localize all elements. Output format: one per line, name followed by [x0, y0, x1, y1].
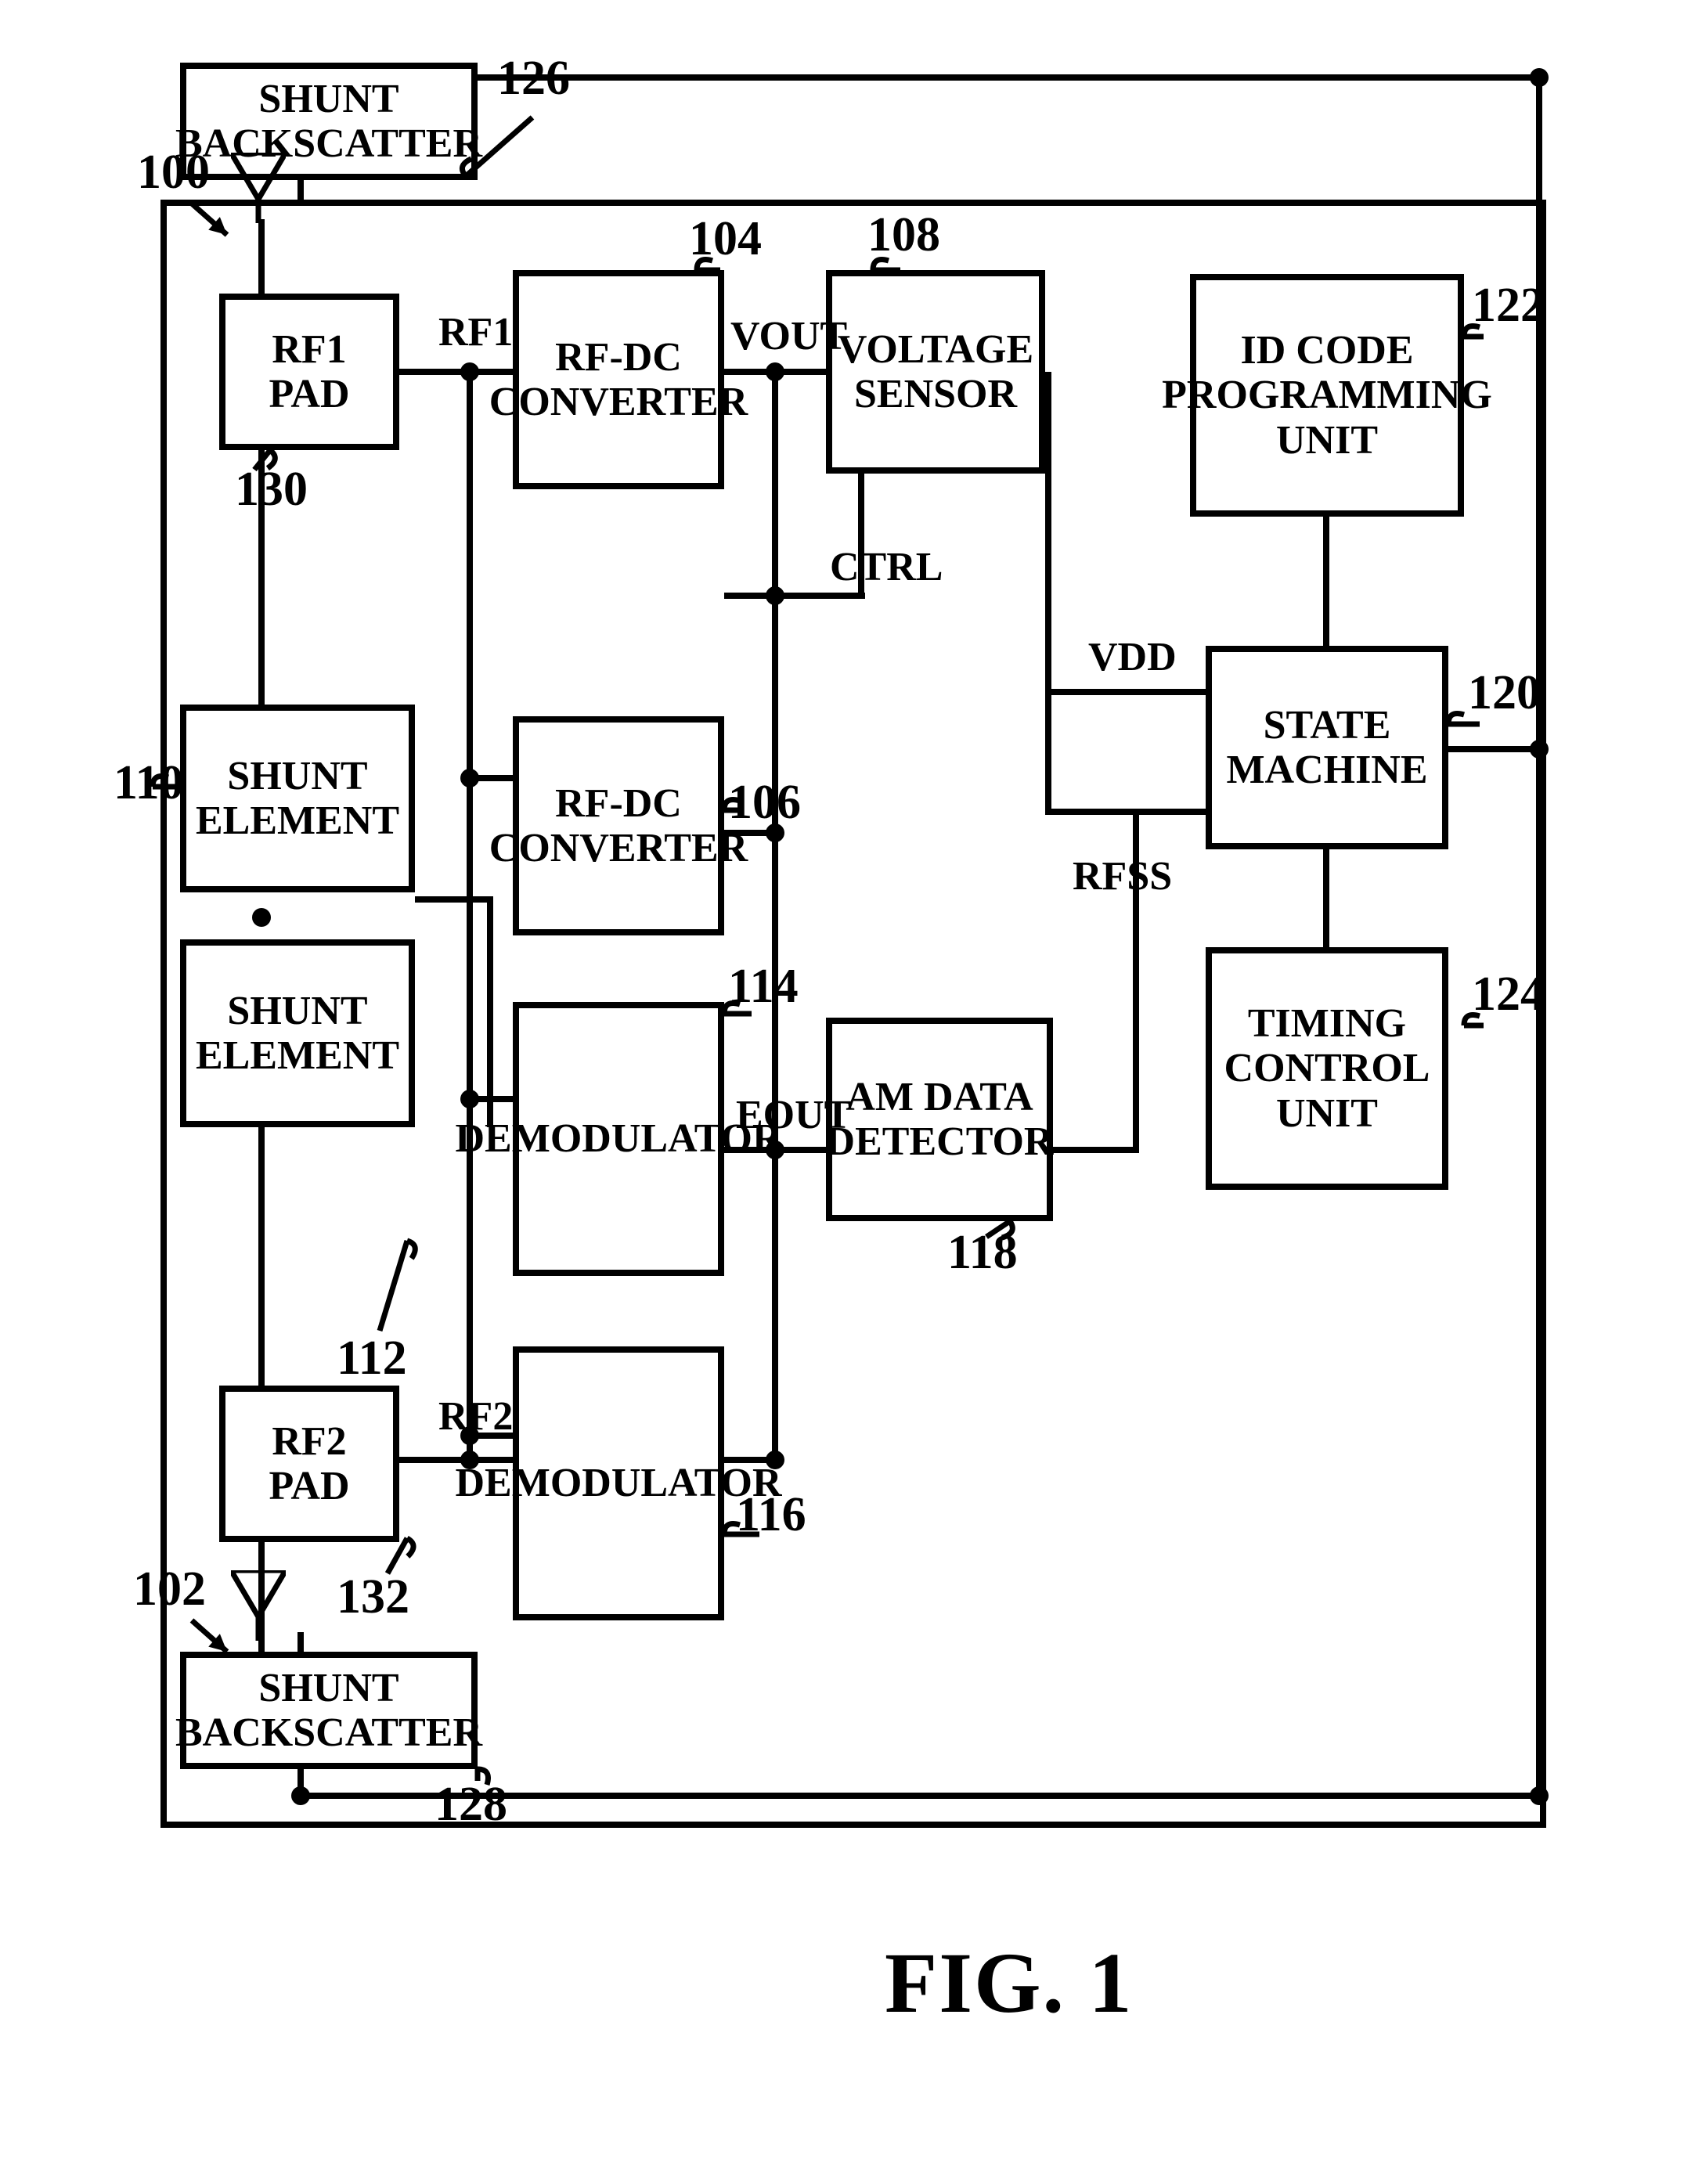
wire-h-4	[1045, 809, 1212, 815]
refnum-104: 104	[689, 211, 762, 267]
refnum-132: 132	[337, 1570, 409, 1625]
refnum-114: 114	[728, 959, 799, 1015]
refnum-122: 122	[1472, 278, 1545, 333]
signal-label-rf1: RF1	[438, 309, 513, 355]
junction-0	[460, 362, 479, 381]
block-voltage_sensor: VOLTAGE SENSOR	[826, 270, 1045, 474]
refnum-128: 128	[435, 1777, 507, 1833]
block-rf1_pad: RF1 PAD	[219, 294, 399, 450]
junction-5	[766, 362, 784, 381]
antenna-ant1	[231, 153, 286, 223]
block-rfdc_conv_2: RF-DC CONVERTER	[513, 716, 724, 935]
block-am_data_detector: AM DATA DETECTOR	[826, 1018, 1053, 1221]
refnum-116: 116	[736, 1487, 806, 1543]
junction-14	[1530, 1786, 1549, 1805]
block-demod_1: DEMODULATOR	[513, 1002, 724, 1276]
wire-h-11	[415, 896, 493, 903]
wire-v-0	[467, 369, 473, 1463]
wire-v-2	[487, 896, 493, 1127]
junction-12	[1530, 68, 1549, 87]
refnum-120: 120	[1468, 665, 1541, 721]
wire-v-5	[1045, 372, 1051, 815]
block-id_code_unit: ID CODE PROGRAMMING UNIT	[1190, 274, 1464, 517]
block-shunt_element_2: SHUNT ELEMENT	[180, 939, 415, 1127]
junction-11	[291, 1786, 310, 1805]
wire-h-3	[1045, 689, 1212, 695]
wire-v-6	[1323, 517, 1329, 650]
block-rfdc_conv_1: RF-DC CONVERTER	[513, 270, 724, 489]
junction-2	[460, 1090, 479, 1108]
block-shunt_backscatter_bot: SHUNT BACKSCATTER	[180, 1652, 478, 1769]
block-state_machine: STATE MACHINE	[1206, 646, 1448, 849]
signal-label-vout: VOUT	[730, 313, 847, 359]
signal-label-rf2: RF2	[438, 1393, 513, 1440]
block-rf2_pad: RF2 PAD	[219, 1386, 399, 1542]
refnum-130: 130	[235, 462, 308, 517]
block-timing_control: TIMING CONTROL UNIT	[1206, 947, 1448, 1190]
refnum-106: 106	[728, 775, 801, 831]
wire-h-1	[724, 593, 865, 599]
refnum-110: 110	[114, 755, 184, 811]
wire-v-12	[258, 1127, 265, 1389]
figure-caption: FIG. 1	[885, 1934, 1134, 2033]
wire-v-7	[1323, 849, 1329, 951]
block-demod_2: DEMODULATOR	[513, 1346, 724, 1620]
refnum-108: 108	[867, 207, 940, 263]
refnum-124: 124	[1472, 967, 1545, 1022]
refnum-118: 118	[947, 1225, 1018, 1281]
wire-h-13	[297, 74, 1542, 81]
junction-1	[460, 769, 479, 787]
wire-v-10	[258, 219, 265, 297]
signal-label-vdd: VDD	[1088, 634, 1177, 680]
junction-13	[1530, 740, 1549, 759]
block-shunt_backscatter_top: SHUNT BACKSCATTER	[180, 63, 478, 180]
signal-label-rfss: RFSS	[1073, 853, 1172, 899]
junction-6	[766, 586, 784, 605]
signal-label-eout: EOUT	[736, 1092, 851, 1138]
antenna-ant2	[231, 1570, 286, 1641]
wire-v-1	[772, 369, 778, 1463]
signal-label-ctrl: CTRL	[830, 544, 943, 590]
wire-h-10	[1053, 1147, 1139, 1153]
refnum-126: 126	[497, 51, 570, 106]
refnum-102: 102	[133, 1562, 206, 1617]
refnum-100: 100	[137, 145, 210, 200]
block-shunt_element_1: SHUNT ELEMENT	[180, 705, 415, 892]
junction-15	[252, 908, 271, 927]
refnum-112: 112	[337, 1331, 407, 1386]
